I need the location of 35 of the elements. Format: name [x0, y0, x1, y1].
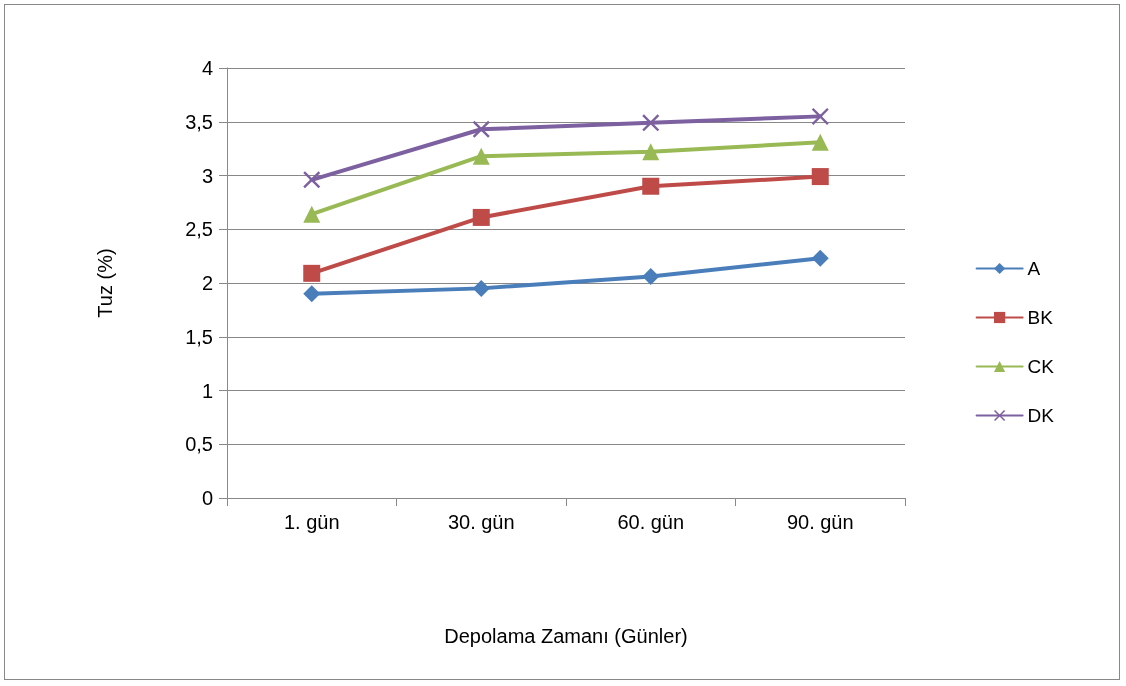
point — [303, 205, 321, 223]
x-axis-title: Depolama Zamanı (Günler) — [444, 625, 688, 647]
y-tick-label: 1,5 — [185, 325, 213, 348]
point — [642, 268, 660, 286]
x-tick-label: 1. gün — [283, 511, 340, 533]
x-tick-label: 60. gün — [617, 511, 685, 533]
point — [811, 249, 829, 267]
point — [303, 171, 321, 189]
point — [642, 114, 660, 132]
point — [472, 147, 490, 165]
point — [811, 107, 829, 125]
point — [472, 279, 490, 297]
legend-label: DK — [1027, 405, 1055, 426]
x-tick-label: 90. gün — [786, 511, 854, 533]
legend-label: BK — [1027, 307, 1054, 328]
point — [303, 264, 321, 282]
point — [642, 143, 660, 161]
point — [811, 168, 829, 186]
point — [811, 133, 829, 151]
y-tick-label: 4 — [201, 57, 213, 79]
legend-label: CK — [1027, 356, 1055, 377]
point — [642, 177, 660, 195]
y-axis-title: Tuz (%) — [94, 248, 116, 318]
x-tick-label: 30. gün — [447, 511, 515, 533]
y-tick-label: 2 — [201, 272, 213, 294]
y-tick-label: 1 — [201, 379, 213, 402]
y-tick-label: 0 — [201, 487, 213, 509]
y-tick-label: 3,5 — [185, 110, 213, 133]
y-tick-label: 0,5 — [185, 433, 213, 456]
y-tick-label: 3 — [201, 164, 213, 187]
point — [472, 208, 490, 226]
y-tick-label: 2,5 — [185, 218, 213, 241]
point — [472, 120, 490, 138]
legend-label: A — [1027, 258, 1041, 279]
point — [303, 285, 321, 303]
